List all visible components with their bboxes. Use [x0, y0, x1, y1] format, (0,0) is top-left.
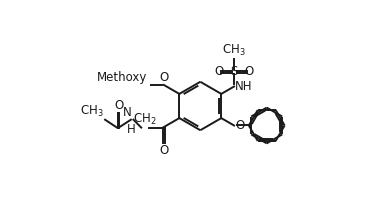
Text: N: N [123, 106, 132, 119]
Text: O: O [159, 71, 168, 84]
Text: CH$_2$: CH$_2$ [133, 112, 157, 127]
Text: O: O [159, 144, 168, 158]
Text: O: O [244, 65, 253, 78]
Text: CH$_3$: CH$_3$ [222, 43, 246, 58]
Text: H: H [127, 123, 136, 136]
Text: O: O [235, 119, 244, 132]
Text: CH$_3$: CH$_3$ [80, 103, 104, 119]
Text: O: O [215, 65, 224, 78]
Text: S: S [230, 65, 238, 78]
Text: O: O [114, 99, 123, 112]
Text: NH: NH [235, 80, 253, 93]
Text: Methoxy: Methoxy [97, 71, 147, 84]
